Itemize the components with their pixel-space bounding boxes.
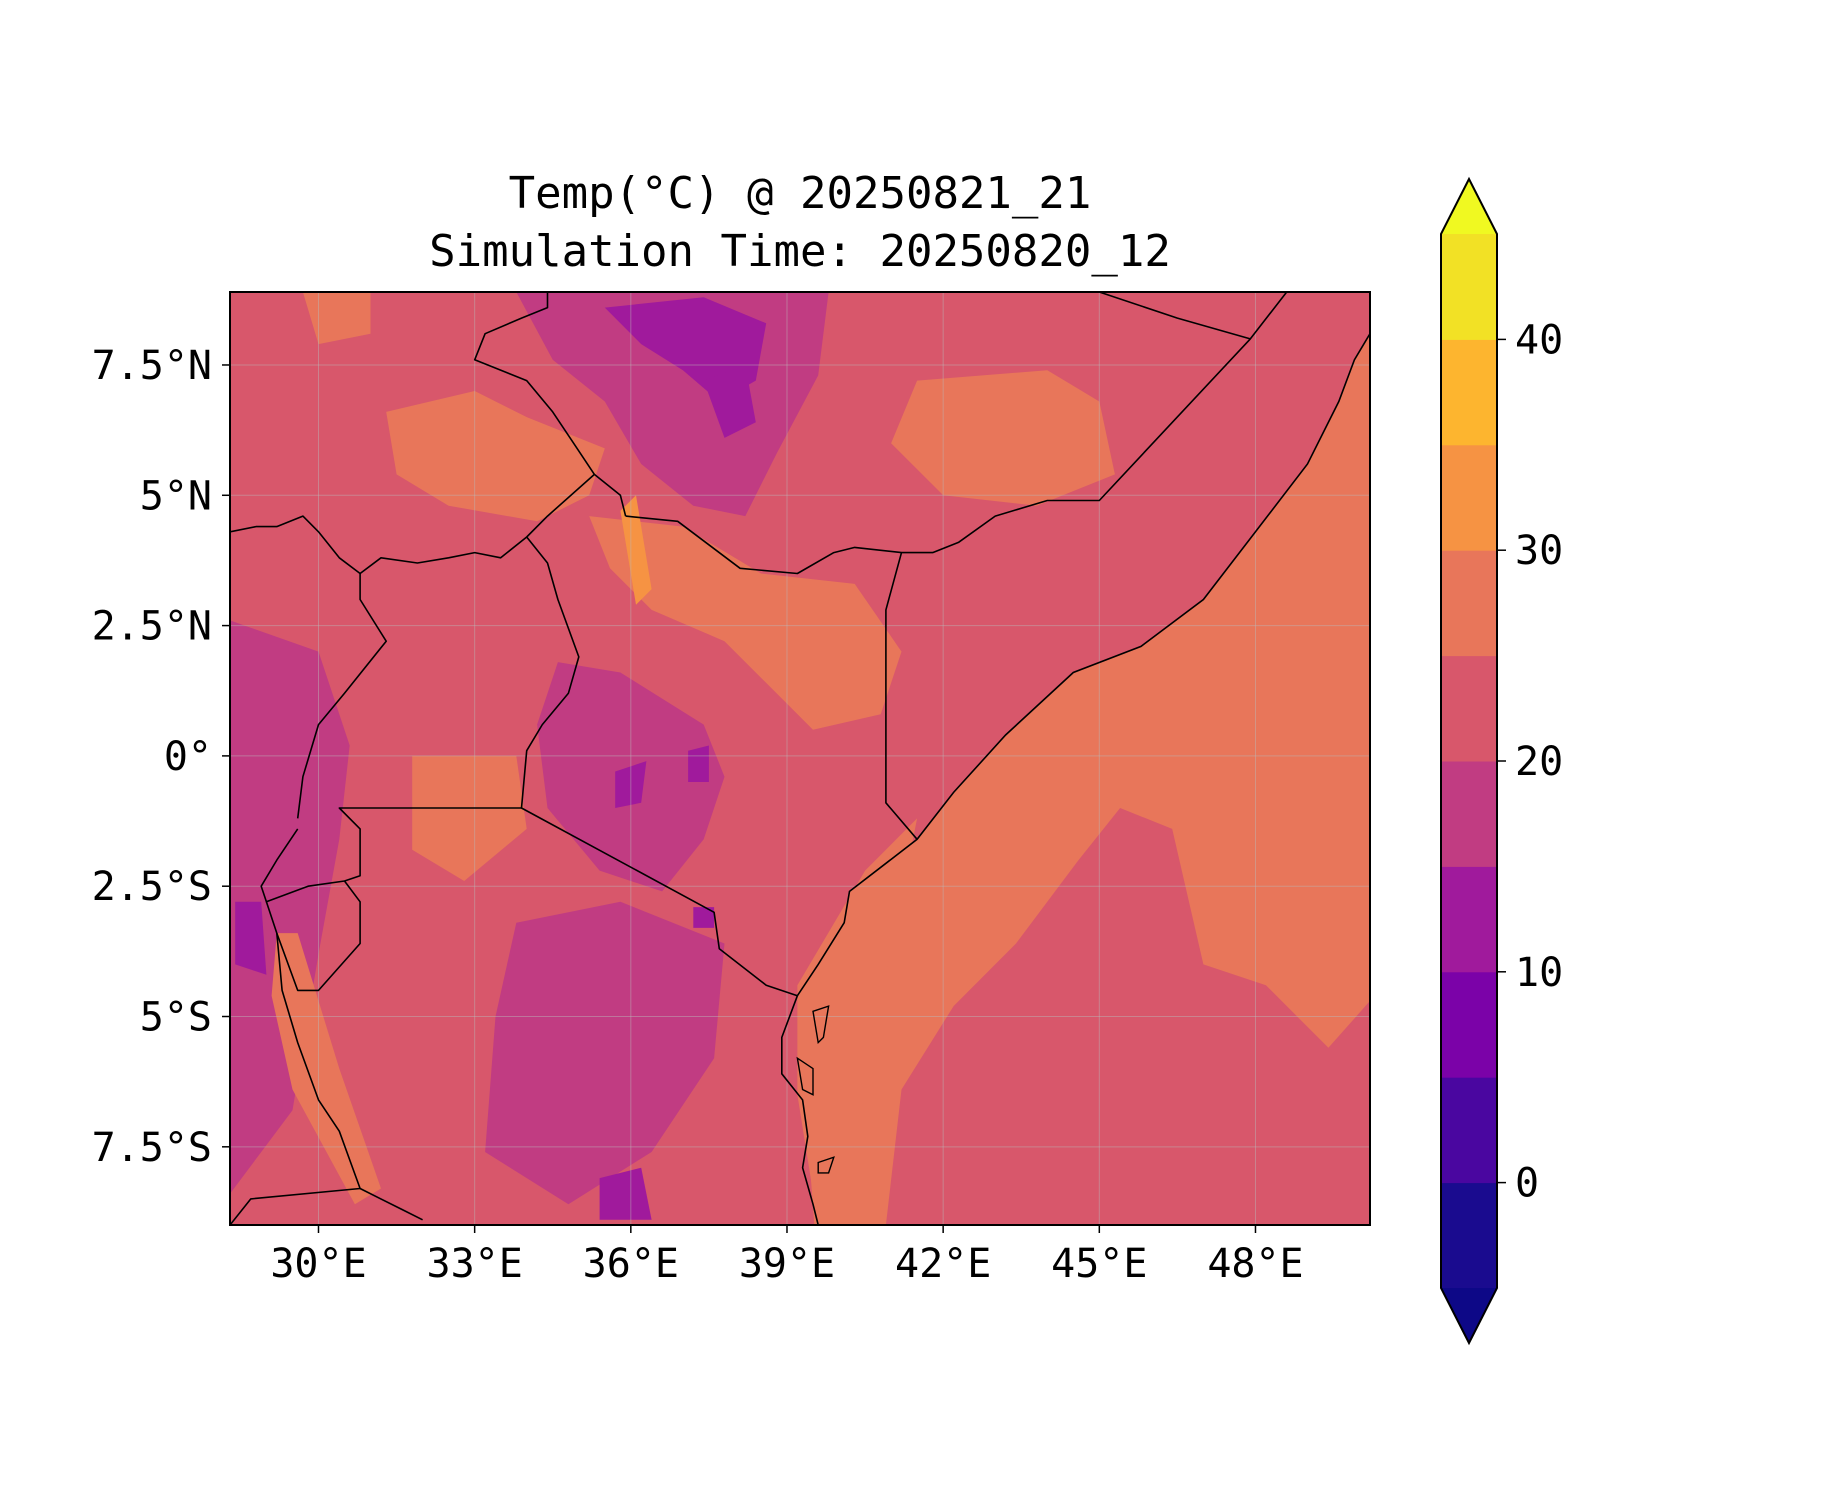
country-border [1099,292,1251,340]
chart-title-line1: Temp(°C) @ 20250821_21 [509,168,1092,219]
x-tick-label: 30°E [270,1241,366,1287]
x-tick-label: 48°E [1207,1241,1303,1287]
colorbar-bin [1441,866,1497,973]
map-frame [229,291,1371,1226]
field-region-offshore-plume [885,808,1370,1225]
country-border [885,552,918,840]
field-region-west-cold [235,901,267,975]
colorbar-bin [1441,1077,1497,1184]
field-region-north-kenya-warm [589,516,902,730]
chart-title-line2: Simulation Time: 20250820_12 [429,226,1171,277]
y-tick-label: 7.5°N [92,343,212,389]
field-region-turkana-hot [620,495,652,605]
field-region-kenya-cold-core-2 [688,745,709,782]
country-border [625,292,1288,575]
colorbar-tick-label: 30 [1515,528,1563,574]
colorbar-bin [1441,761,1497,867]
field-region-west-highlands [230,620,350,1194]
y-tick-label: 2.5°N [92,604,212,650]
country-border [296,573,388,819]
colorbar-tick-label: 10 [1515,950,1563,996]
country-border [520,536,580,809]
colorbar-bin [1441,339,1497,446]
field-region-kenya-cold-core [615,761,647,808]
field-region-ethiopia-core-2 [703,365,756,438]
colorbar-bin [1441,655,1497,762]
field-region-lake-victoria [412,755,527,881]
map-panel: 30°E 33°E 36°E 39°E 42°E 45°E 48°E 7.5°N 5°N 2.5… [92,291,1371,1287]
field-region-south-sudan-warm-2 [302,292,371,345]
field-region-coastal-belt [797,818,918,1225]
country-borders [230,292,1370,1225]
country-border [276,933,423,1221]
colorbar-extend-max [1441,179,1497,234]
gridlines [230,292,1370,1225]
colorbar-bin [1441,444,1497,551]
y-tick-label: 5°S [140,995,212,1041]
temperature-field [230,292,1370,1225]
island-outline [796,1056,814,1096]
country-border [230,473,595,575]
colorbar-extend-min [1441,1288,1497,1343]
x-tick-label: 39°E [739,1241,835,1287]
country-border [521,807,798,997]
island-outline [812,1005,830,1045]
field-region-somali-plateau-warm [891,370,1115,506]
colorbar-bin [1441,550,1497,657]
field-region-kilimanjaro-cold [693,907,715,928]
colorbar-outline [1440,176,1498,1346]
island-outline [817,1156,835,1174]
field-region-tanzania-cold [599,1167,652,1220]
x-tick-label: 36°E [583,1241,679,1287]
x-tick-label: 45°E [1051,1241,1147,1287]
field-region-tanzania-highlands [485,901,725,1205]
y-tick-label: 2.5°S [92,864,212,910]
colorbar-tick-label: 0 [1515,1161,1539,1207]
colorbar-bin [1441,1182,1497,1289]
country-border [260,807,522,903]
y-tick-label: 0° [164,734,212,780]
x-tick-label: 42°E [895,1241,991,1287]
coastline [796,333,1370,997]
colorbar-tick-label: 20 [1515,739,1563,785]
coastline [780,995,819,1225]
field-region-lake-tanganyika [271,933,381,1205]
field-region-south-sudan-warm [386,391,605,522]
country-border [230,1187,361,1225]
colorbar-tick-label: 40 [1515,317,1563,363]
colorbar: 0 10 20 30 40 [1440,176,1563,1346]
latitude-ticks: 7.5°N 5°N 2.5°N 0° 2.5°S 5°S 7.5°S [92,343,230,1171]
longitude-ticks: 30°E 33°E 36°E 39°E 42°E 45°E 48°E [270,1225,1304,1287]
country-border [473,292,627,517]
y-tick-label: 5°N [140,473,212,519]
colorbar-bin [1441,971,1497,1078]
colorbar-bin [1441,234,1497,340]
x-tick-label: 33°E [426,1241,522,1287]
y-tick-label: 7.5°S [92,1125,212,1171]
